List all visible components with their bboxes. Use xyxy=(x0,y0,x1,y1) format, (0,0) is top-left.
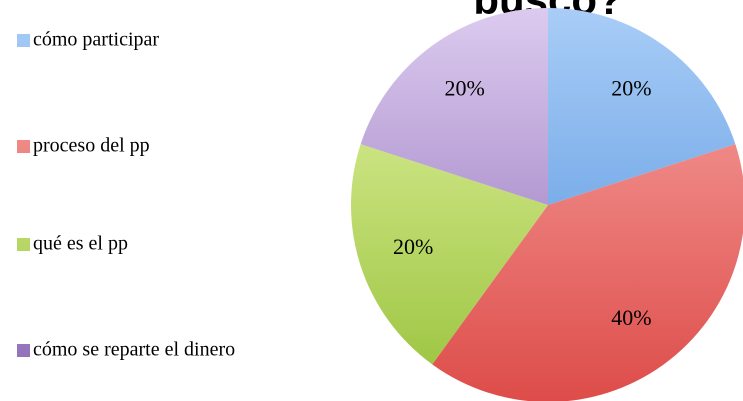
data-label: 20% xyxy=(611,75,651,100)
legend-swatch xyxy=(17,344,30,357)
data-label: 20% xyxy=(393,234,433,259)
pie-slice xyxy=(360,8,548,205)
legend-swatch xyxy=(17,140,30,153)
pie-slice xyxy=(432,144,743,401)
legend-label: proceso del pp xyxy=(33,135,150,157)
data-label: 40% xyxy=(611,305,651,330)
legend-label: cómo participar xyxy=(33,29,159,51)
data-label: 20% xyxy=(444,75,484,100)
legend-label: cómo se reparte el dinero xyxy=(33,339,235,361)
legend-swatch xyxy=(17,238,30,251)
legend-swatch xyxy=(17,34,30,47)
legend-label: qué es el pp xyxy=(33,233,128,255)
pie-slice xyxy=(351,144,548,365)
pie-slice xyxy=(548,8,736,205)
